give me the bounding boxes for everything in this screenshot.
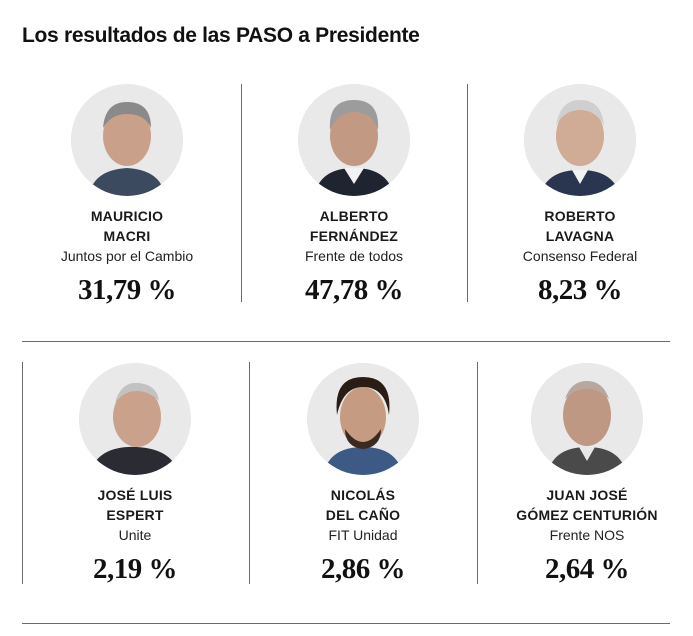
candidate-name-line1: JOSÉ LUIS: [97, 487, 173, 503]
candidate-percent: 2,64 %: [545, 553, 630, 585]
portrait-fernandez-icon: [298, 84, 410, 196]
candidate-party: FIT Unidad: [328, 527, 398, 543]
candidate-percent: 47,78 %: [305, 274, 404, 306]
candidate-name-line2: LAVAGNA: [545, 228, 615, 244]
candidate-card-gomez-centurion: JUAN JOSÉ GÓMEZ CENTURIÓN Frente NOS 2,6…: [482, 363, 692, 586]
candidate-name-line2: DEL CAÑO: [325, 507, 401, 523]
candidate-percent: 8,23 %: [538, 274, 623, 306]
candidate-name-line1: JUAN JOSÉ: [546, 487, 628, 503]
candidate-card-fernandez: ALBERTO FERNÁNDEZ Frente de todos 47,78 …: [249, 84, 459, 307]
candidate-name-line1: ROBERTO: [544, 208, 616, 224]
candidate-name-line2: FERNÁNDEZ: [309, 228, 399, 244]
candidate-name-line1: MAURICIO: [90, 208, 164, 224]
candidate-party: Unite: [118, 527, 152, 543]
candidate-card-macri: MAURICIO MACRI Juntos por el Cambio 31,7…: [22, 84, 232, 307]
divider-footer: [22, 623, 670, 624]
page-title: Los resultados de las PASO a Presidente: [22, 24, 420, 47]
divider-bottom-1: [249, 362, 250, 584]
divider-top-2: [467, 84, 468, 302]
portrait-espert-icon: [79, 363, 191, 475]
candidate-party: Consenso Federal: [522, 248, 638, 264]
divider-bottom-0: [22, 362, 23, 584]
candidate-name-line1: ALBERTO: [319, 208, 389, 224]
candidate-name-line2: MACRI: [103, 228, 151, 244]
candidate-card-espert: JOSÉ LUIS ESPERT Unite 2,19 %: [30, 363, 240, 586]
candidate-percent: 31,79 %: [78, 274, 177, 306]
candidate-party: Juntos por el Cambio: [60, 248, 194, 264]
candidate-percent: 2,86 %: [321, 553, 406, 585]
candidate-name-line2: ESPERT: [106, 507, 164, 523]
portrait-lavagna-icon: [524, 84, 636, 196]
candidate-name-line1: NICOLÁS: [330, 487, 396, 503]
candidate-card-del-cano: NICOLÁS DEL CAÑO FIT Unidad 2,86 %: [258, 363, 468, 586]
divider-top-1: [241, 84, 242, 302]
candidate-party: Frente de todos: [304, 248, 404, 264]
divider-bottom-2: [477, 362, 478, 584]
candidate-party: Frente NOS: [549, 527, 625, 543]
portrait-gomez-centurion-icon: [531, 363, 643, 475]
portrait-macri-icon: [71, 84, 183, 196]
divider-rows: [22, 341, 670, 342]
portrait-del-cano-icon: [307, 363, 419, 475]
candidate-name-line2: GÓMEZ CENTURIÓN: [516, 507, 658, 523]
candidate-card-lavagna: ROBERTO LAVAGNA Consenso Federal 8,23 %: [475, 84, 685, 307]
candidate-percent: 2,19 %: [93, 553, 178, 585]
